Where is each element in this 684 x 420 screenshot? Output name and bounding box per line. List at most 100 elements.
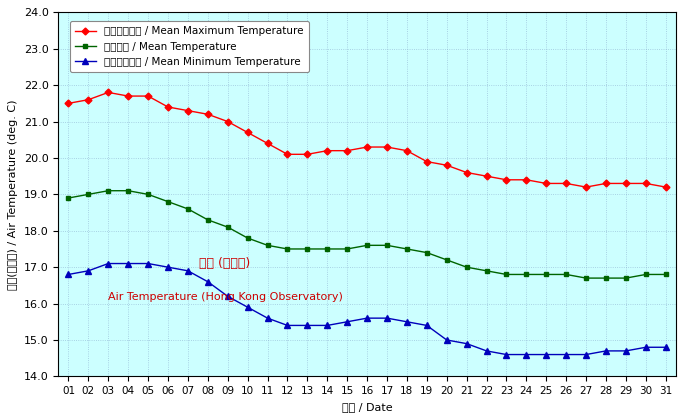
平均氣溫 / Mean Temperature [204, 217, 212, 222]
平均最低氣溫 / Mean Minimum Temperature [323, 323, 331, 328]
平均最高氣溫 / Mean Maximum Temperature [343, 148, 352, 153]
平均最高氣溫 / Mean Maximum Temperature [403, 148, 411, 153]
Text: Air Temperature (Hong Kong Observatory): Air Temperature (Hong Kong Observatory) [107, 292, 343, 302]
平均氣溫 / Mean Temperature [184, 206, 192, 211]
平均最高氣溫 / Mean Maximum Temperature [383, 144, 391, 150]
平均氣溫 / Mean Temperature [462, 265, 471, 270]
平均最低氣溫 / Mean Minimum Temperature [502, 352, 510, 357]
平均最高氣溫 / Mean Maximum Temperature [204, 112, 212, 117]
平均氣溫 / Mean Temperature [144, 192, 152, 197]
平均最低氣溫 / Mean Minimum Temperature [423, 323, 431, 328]
平均最高氣溫 / Mean Maximum Temperature [184, 108, 192, 113]
Y-axis label: 氣溫(攝氏度) / Air Temperature (deg. C): 氣溫(攝氏度) / Air Temperature (deg. C) [8, 99, 18, 290]
平均氣溫 / Mean Temperature [582, 276, 590, 281]
平均最高氣溫 / Mean Maximum Temperature [303, 152, 311, 157]
平均最高氣溫 / Mean Maximum Temperature [622, 181, 630, 186]
平均最高氣溫 / Mean Maximum Temperature [482, 173, 490, 178]
平均最低氣溫 / Mean Minimum Temperature [582, 352, 590, 357]
X-axis label: 日期 / Date: 日期 / Date [342, 402, 393, 412]
平均最低氣溫 / Mean Minimum Temperature [224, 294, 232, 299]
平均最高氣溫 / Mean Maximum Temperature [642, 181, 650, 186]
平均最低氣溫 / Mean Minimum Temperature [263, 315, 272, 320]
平均氣溫 / Mean Temperature [482, 268, 490, 273]
平均最低氣溫 / Mean Minimum Temperature [244, 304, 252, 310]
平均氣溫 / Mean Temperature [164, 199, 172, 204]
平均氣溫 / Mean Temperature [263, 243, 272, 248]
平均最低氣溫 / Mean Minimum Temperature [303, 323, 311, 328]
平均最高氣溫 / Mean Maximum Temperature [582, 184, 590, 189]
平均氣溫 / Mean Temperature [602, 276, 610, 281]
平均氣溫 / Mean Temperature [283, 247, 291, 252]
平均氣溫 / Mean Temperature [502, 272, 510, 277]
平均氣溫 / Mean Temperature [244, 236, 252, 241]
平均氣溫 / Mean Temperature [383, 243, 391, 248]
平均最高氣溫 / Mean Maximum Temperature [602, 181, 610, 186]
平均氣溫 / Mean Temperature [622, 276, 630, 281]
平均氣溫 / Mean Temperature [423, 250, 431, 255]
平均最低氣溫 / Mean Minimum Temperature [343, 319, 352, 324]
平均最低氣溫 / Mean Minimum Temperature [144, 261, 152, 266]
平均最高氣溫 / Mean Maximum Temperature [661, 184, 670, 189]
平均最低氣溫 / Mean Minimum Temperature [164, 265, 172, 270]
平均最高氣溫 / Mean Maximum Temperature [164, 105, 172, 110]
Text: 氣溫 (天文台): 氣溫 (天文台) [200, 257, 251, 270]
平均最低氣溫 / Mean Minimum Temperature [462, 341, 471, 346]
平均最高氣溫 / Mean Maximum Temperature [562, 181, 570, 186]
平均最高氣溫 / Mean Maximum Temperature [224, 119, 232, 124]
平均氣溫 / Mean Temperature [642, 272, 650, 277]
平均最低氣溫 / Mean Minimum Temperature [523, 352, 531, 357]
平均最低氣溫 / Mean Minimum Temperature [64, 272, 73, 277]
Line: 平均最低氣溫 / Mean Minimum Temperature: 平均最低氣溫 / Mean Minimum Temperature [66, 261, 668, 357]
平均氣溫 / Mean Temperature [363, 243, 371, 248]
平均氣溫 / Mean Temperature [443, 257, 451, 262]
平均氣溫 / Mean Temperature [343, 247, 352, 252]
平均最高氣溫 / Mean Maximum Temperature [502, 177, 510, 182]
平均最高氣溫 / Mean Maximum Temperature [64, 101, 73, 106]
平均最高氣溫 / Mean Maximum Temperature [323, 148, 331, 153]
平均最低氣溫 / Mean Minimum Temperature [184, 268, 192, 273]
平均最高氣溫 / Mean Maximum Temperature [423, 159, 431, 164]
平均氣溫 / Mean Temperature [323, 247, 331, 252]
平均氣溫 / Mean Temperature [542, 272, 551, 277]
平均最高氣溫 / Mean Maximum Temperature [144, 94, 152, 99]
Legend: 平均最高氣溫 / Mean Maximum Temperature, 平均氣溫 / Mean Temperature, 平均最低氣溫 / Mean Minimu: 平均最高氣溫 / Mean Maximum Temperature, 平均氣溫 … [70, 21, 309, 72]
平均最低氣溫 / Mean Minimum Temperature [542, 352, 551, 357]
平均最低氣溫 / Mean Minimum Temperature [661, 345, 670, 350]
平均最低氣溫 / Mean Minimum Temperature [363, 315, 371, 320]
Line: 平均最高氣溫 / Mean Maximum Temperature: 平均最高氣溫 / Mean Maximum Temperature [66, 90, 668, 189]
平均最低氣溫 / Mean Minimum Temperature [443, 337, 451, 342]
平均最高氣溫 / Mean Maximum Temperature [104, 90, 112, 95]
平均氣溫 / Mean Temperature [661, 272, 670, 277]
平均最低氣溫 / Mean Minimum Temperature [283, 323, 291, 328]
平均氣溫 / Mean Temperature [562, 272, 570, 277]
平均最低氣溫 / Mean Minimum Temperature [84, 268, 92, 273]
Line: 平均氣溫 / Mean Temperature: 平均氣溫 / Mean Temperature [66, 188, 668, 281]
平均最低氣溫 / Mean Minimum Temperature [602, 348, 610, 353]
平均最低氣溫 / Mean Minimum Temperature [104, 261, 112, 266]
平均氣溫 / Mean Temperature [84, 192, 92, 197]
平均最低氣溫 / Mean Minimum Temperature [124, 261, 132, 266]
平均最低氣溫 / Mean Minimum Temperature [383, 315, 391, 320]
平均最低氣溫 / Mean Minimum Temperature [482, 348, 490, 353]
平均氣溫 / Mean Temperature [124, 188, 132, 193]
平均氣溫 / Mean Temperature [224, 225, 232, 230]
平均最低氣溫 / Mean Minimum Temperature [403, 319, 411, 324]
平均最高氣溫 / Mean Maximum Temperature [443, 163, 451, 168]
平均氣溫 / Mean Temperature [64, 195, 73, 200]
平均最高氣溫 / Mean Maximum Temperature [523, 177, 531, 182]
平均最高氣溫 / Mean Maximum Temperature [283, 152, 291, 157]
平均氣溫 / Mean Temperature [303, 247, 311, 252]
平均最高氣溫 / Mean Maximum Temperature [84, 97, 92, 102]
平均最低氣溫 / Mean Minimum Temperature [204, 279, 212, 284]
平均氣溫 / Mean Temperature [523, 272, 531, 277]
平均最低氣溫 / Mean Minimum Temperature [622, 348, 630, 353]
平均最低氣溫 / Mean Minimum Temperature [642, 345, 650, 350]
平均氣溫 / Mean Temperature [104, 188, 112, 193]
平均最高氣溫 / Mean Maximum Temperature [462, 170, 471, 175]
平均最低氣溫 / Mean Minimum Temperature [562, 352, 570, 357]
平均最高氣溫 / Mean Maximum Temperature [244, 130, 252, 135]
平均氣溫 / Mean Temperature [403, 247, 411, 252]
平均最高氣溫 / Mean Maximum Temperature [542, 181, 551, 186]
平均最高氣溫 / Mean Maximum Temperature [263, 141, 272, 146]
平均最高氣溫 / Mean Maximum Temperature [363, 144, 371, 150]
